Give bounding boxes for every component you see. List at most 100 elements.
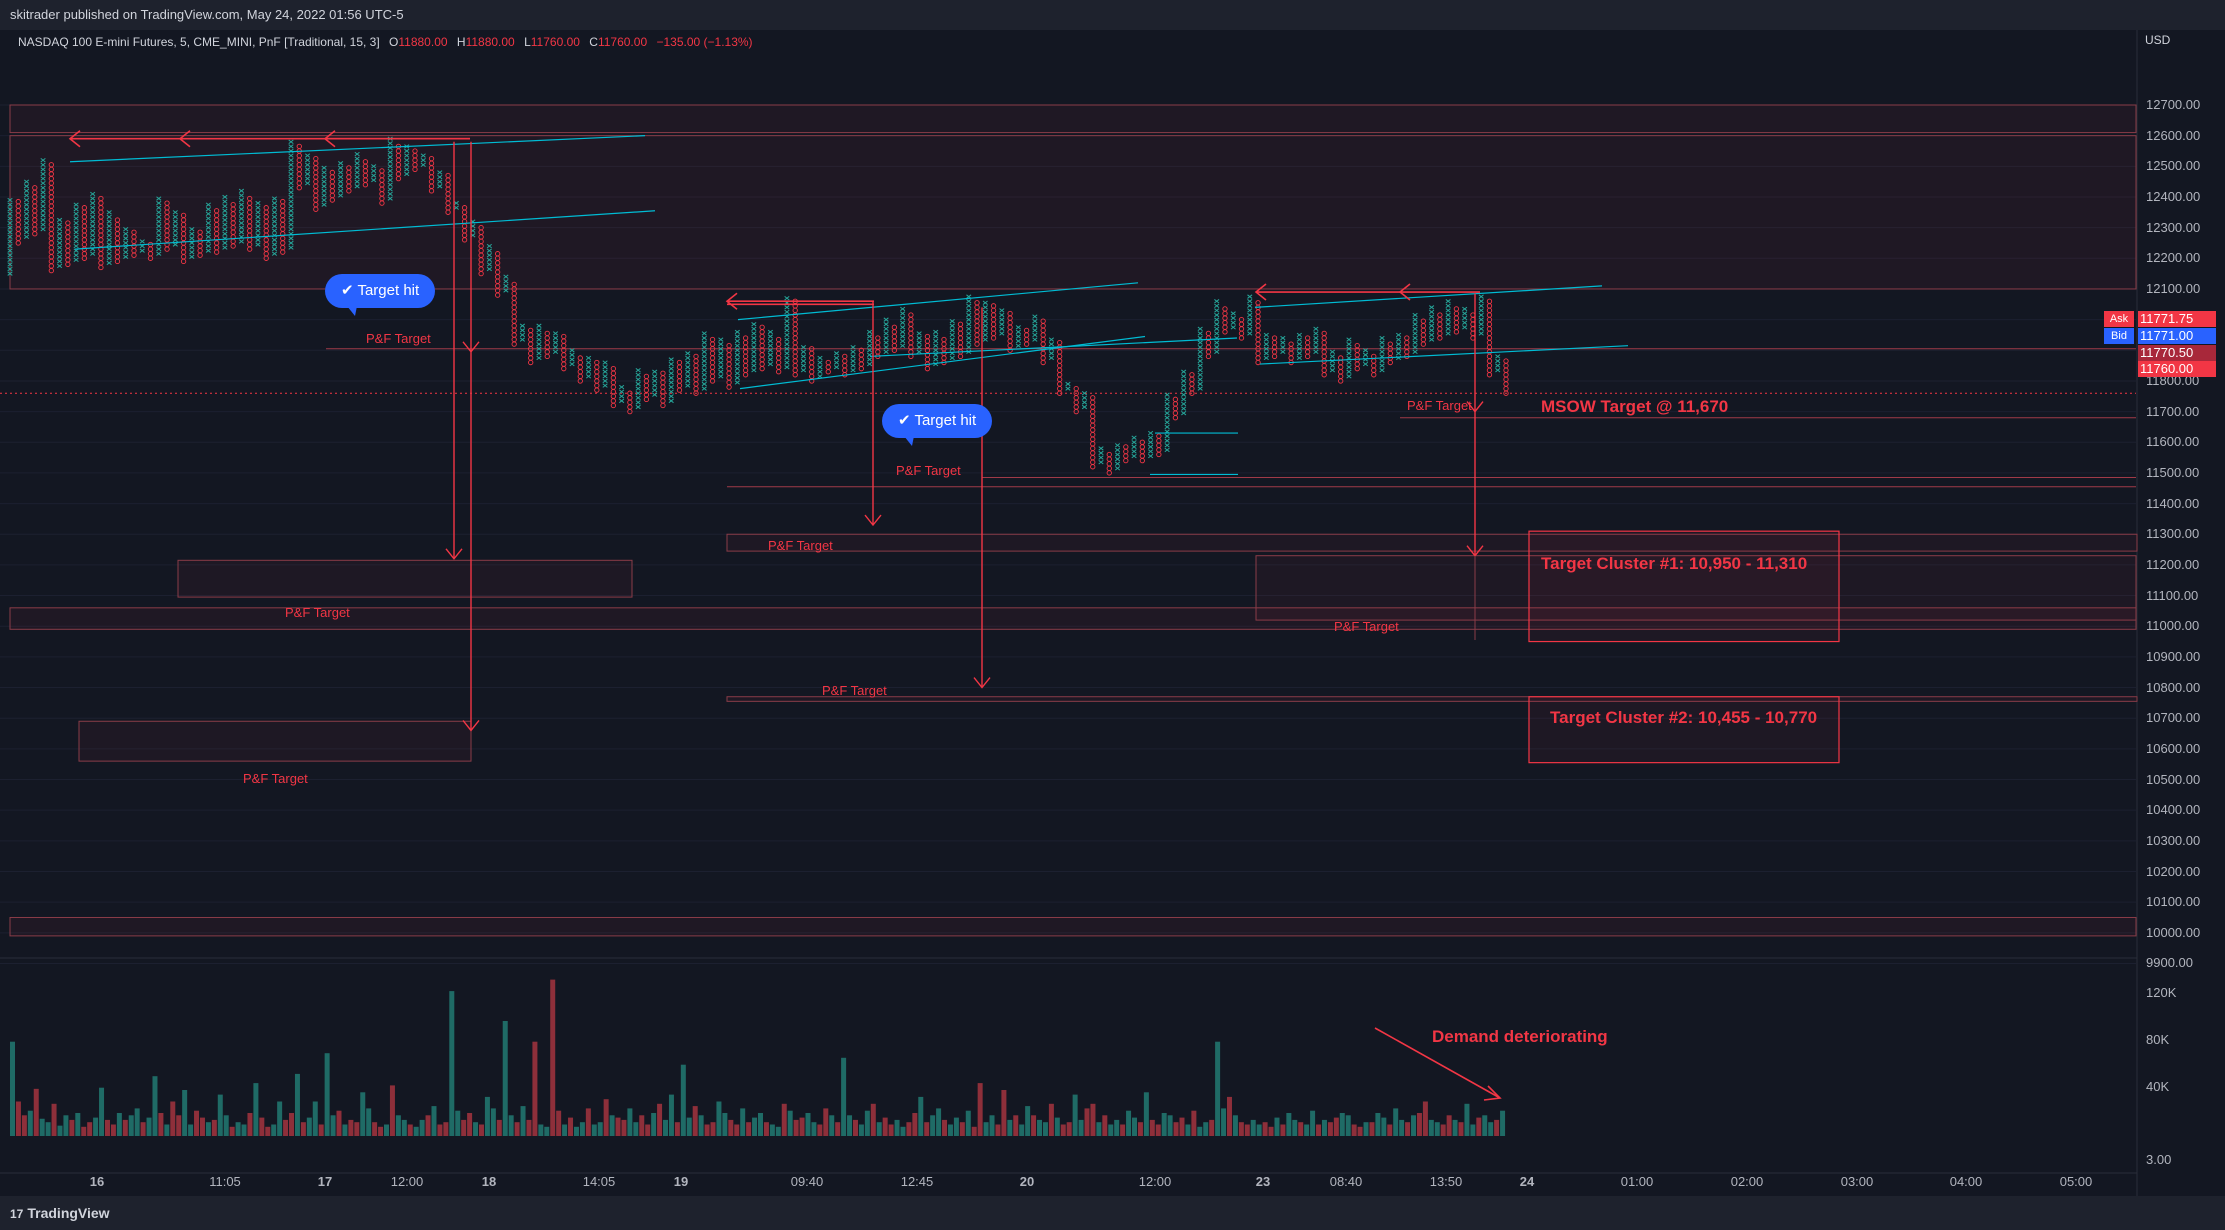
volume-bar: [39, 1118, 45, 1136]
price-tick: 12300.00: [2146, 219, 2201, 235]
tradingview-logo[interactable]: 17 TradingView: [10, 1205, 110, 1221]
x-box: [1429, 328, 1435, 333]
tradingview-logo-icon: 17: [10, 1207, 24, 1221]
currency-label[interactable]: USD: [2145, 33, 2171, 47]
volume-bar: [182, 1090, 188, 1136]
pnf-column: [900, 306, 906, 348]
x-box: [56, 231, 63, 236]
x-box: [453, 200, 459, 206]
volume-bar: [971, 1126, 977, 1136]
x-box: [866, 338, 873, 344]
x-box: [205, 248, 211, 253]
x-box: [288, 190, 294, 195]
x-box: [1114, 443, 1121, 448]
volume-bar: [894, 1119, 900, 1136]
target-box: [726, 533, 2138, 552]
volume-bar: [811, 1122, 817, 1136]
x-box: [850, 354, 856, 359]
pnf-column: [494, 251, 501, 298]
time-tick: 12:00: [1138, 1174, 1172, 1189]
price-tick: 11300.00: [2146, 526, 2200, 542]
ask-price-label: Ask 11771.75: [2104, 311, 2216, 327]
x-box: [1263, 332, 1269, 338]
pnf-column: [982, 300, 988, 342]
x-box: [1280, 335, 1286, 341]
x-box: [503, 279, 509, 284]
x-box: [767, 361, 774, 367]
x-box: [156, 214, 162, 220]
pnf-column: [974, 300, 980, 347]
pnf-column: [296, 143, 302, 191]
x-box: [486, 248, 492, 253]
x-box: [1412, 326, 1418, 332]
x-box: [734, 334, 740, 339]
x-box: [701, 363, 707, 368]
pnf-column: [1222, 306, 1228, 335]
x-box: [850, 345, 856, 350]
x-box: [900, 311, 906, 316]
x-box: [1412, 312, 1418, 318]
o-box: [1205, 330, 1212, 337]
x-box: [552, 335, 559, 341]
volume-bar: [758, 1113, 763, 1136]
x-box: [751, 368, 757, 373]
x-box: [1098, 446, 1104, 451]
pnf-column: [321, 165, 327, 207]
o-box: [1073, 385, 1079, 392]
price-tick: 12600.00: [2146, 127, 2201, 143]
target-hit-bubble-1[interactable]: ✔ Target hit: [325, 274, 436, 316]
o-box: [15, 198, 21, 205]
volume-bar: [841, 1057, 847, 1136]
pnf-column: [1040, 318, 1046, 366]
x-box: [123, 254, 129, 259]
x-box: [850, 363, 856, 368]
pnf-column: [346, 165, 352, 194]
symbol-title[interactable]: NASDAQ 100 E-mini Futures, 5, CME_MINI, …: [18, 35, 380, 49]
x-box: [255, 228, 261, 233]
x-box: [106, 242, 112, 247]
volume-bar: [805, 1113, 811, 1136]
x-box: [602, 369, 608, 374]
x-box: [1230, 320, 1236, 325]
target-hit-bubble-2[interactable]: ✔ Target hit: [882, 404, 993, 446]
pnf-column: [1453, 306, 1460, 335]
o-box: [693, 353, 699, 360]
x-box: [916, 345, 922, 350]
x-box: [1197, 354, 1203, 359]
volume-bar: [823, 1108, 829, 1136]
x-box: [189, 226, 195, 232]
x-box: [833, 364, 840, 370]
pnf-column: [1139, 439, 1145, 464]
x-box: [1230, 311, 1236, 316]
x-box: [784, 337, 790, 342]
x-box: [1445, 326, 1451, 332]
open-label: O: [389, 35, 399, 49]
volume-bar: [1262, 1122, 1268, 1136]
x-box: [850, 349, 856, 355]
o-box: [1404, 335, 1410, 341]
x-box: [288, 171, 294, 177]
x-box: [189, 254, 195, 259]
x-box: [7, 248, 13, 253]
x-box: [585, 374, 592, 379]
x-box: [883, 335, 889, 341]
volume-bar: [81, 1126, 87, 1136]
pnf-column: [1106, 451, 1112, 476]
volume-bar: [621, 1119, 627, 1136]
o-box: [1354, 343, 1360, 349]
x-box: [23, 216, 30, 221]
low-value: 11760.00: [530, 35, 580, 49]
x-box: [982, 337, 988, 342]
x-box: [106, 256, 112, 261]
volume-bar: [1042, 1122, 1048, 1136]
x-box: [619, 389, 625, 394]
x-box: [701, 381, 707, 387]
x-box: [1362, 361, 1369, 367]
x-box: [7, 197, 13, 203]
pnf-chart[interactable]: [0, 30, 2225, 1196]
x-box: [337, 188, 344, 194]
x-box: [883, 326, 889, 332]
pnf-column: [916, 331, 922, 355]
x-box: [23, 220, 30, 226]
volume-bar: [817, 1124, 823, 1136]
